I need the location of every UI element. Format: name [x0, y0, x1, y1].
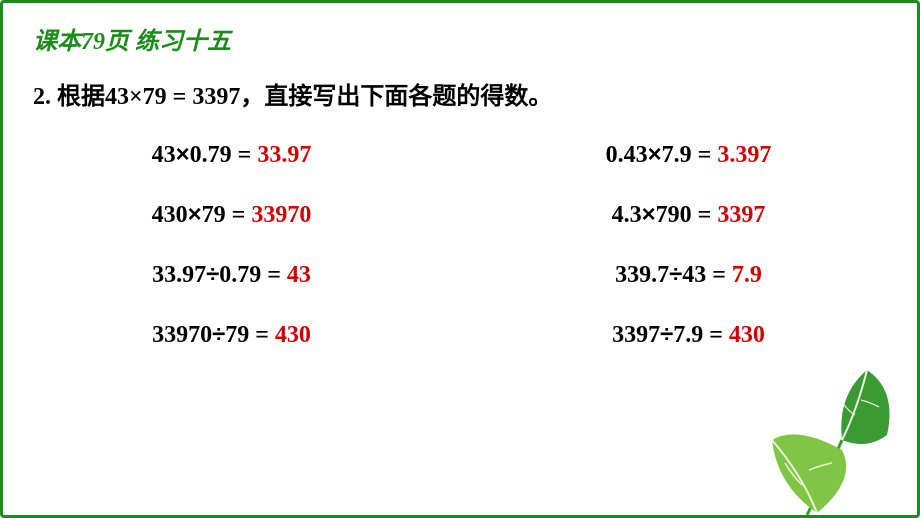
operator: ÷ [206, 261, 219, 288]
operator: × [648, 141, 662, 168]
operator: ÷ [660, 321, 673, 348]
problem-cell: 33970÷79 = 430 [3, 321, 460, 349]
problems-grid: 43×0.79 = 33.97 0.43×7.9 = 3.397 430×79 … [3, 111, 917, 349]
answer-value: 7.9 [732, 262, 762, 288]
equals-sign: = [232, 142, 258, 168]
operand-right: 79 [225, 322, 249, 348]
answer-value: 33.97 [257, 142, 311, 168]
problems-row: 43×0.79 = 33.97 0.43×7.9 = 3.397 [3, 141, 917, 169]
page-title: 课本79页 练习十五 [3, 3, 917, 56]
operand-right: 0.79 [219, 262, 261, 288]
problems-row: 33.97÷0.79 = 43 339.7÷43 = 7.9 [3, 261, 917, 289]
operator: × [642, 201, 656, 228]
problem-cell: 0.43×7.9 = 3.397 [460, 141, 917, 169]
answer-value: 3.397 [717, 142, 771, 168]
problem-cell: 33.97÷0.79 = 43 [3, 261, 460, 289]
operand-right: 0.79 [190, 142, 232, 168]
problem-statement: 2. 根据43×79 = 3397，直接写出下面各题的得数。 [3, 56, 917, 111]
equals-sign: = [706, 262, 732, 288]
leaf-decoration-icon [747, 355, 917, 515]
operand-left: 430 [152, 202, 188, 228]
operand-left: 339.7 [615, 262, 669, 288]
equals-sign: = [703, 322, 729, 348]
operand-left: 33.97 [152, 262, 206, 288]
operand-right: 7.9 [673, 322, 703, 348]
equals-sign: = [226, 202, 252, 228]
equals-sign: = [261, 262, 287, 288]
operand-right: 790 [656, 202, 692, 228]
equals-sign: = [692, 202, 718, 228]
answer-value: 430 [729, 322, 765, 348]
equals-sign: = [692, 142, 718, 168]
slide-container: 课本79页 练习十五 2. 根据43×79 = 3397，直接写出下面各题的得数… [0, 0, 920, 518]
answer-value: 43 [287, 262, 311, 288]
operator: × [176, 141, 190, 168]
operand-left: 3397 [612, 322, 660, 348]
operand-left: 33970 [152, 322, 212, 348]
answer-value: 3397 [717, 202, 765, 228]
operand-right: 7.9 [662, 142, 692, 168]
operator: ÷ [669, 261, 682, 288]
problem-cell: 430×79 = 33970 [3, 201, 460, 229]
operand-left: 43 [152, 142, 176, 168]
answer-value: 430 [275, 322, 311, 348]
problem-cell: 339.7÷43 = 7.9 [460, 261, 917, 289]
operator: × [188, 201, 202, 228]
problems-row: 430×79 = 33970 4.3×790 = 3397 [3, 201, 917, 229]
problem-cell: 3397÷7.9 = 430 [460, 321, 917, 349]
problems-row: 33970÷79 = 430 3397÷7.9 = 430 [3, 321, 917, 349]
operand-right: 79 [202, 202, 226, 228]
problem-cell: 4.3×790 = 3397 [460, 201, 917, 229]
operator: ÷ [212, 321, 225, 348]
problem-cell: 43×0.79 = 33.97 [3, 141, 460, 169]
equals-sign: = [249, 322, 275, 348]
operand-right: 43 [682, 262, 706, 288]
answer-value: 33970 [251, 202, 311, 228]
operand-left: 4.3 [612, 202, 642, 228]
operand-left: 0.43 [606, 142, 648, 168]
